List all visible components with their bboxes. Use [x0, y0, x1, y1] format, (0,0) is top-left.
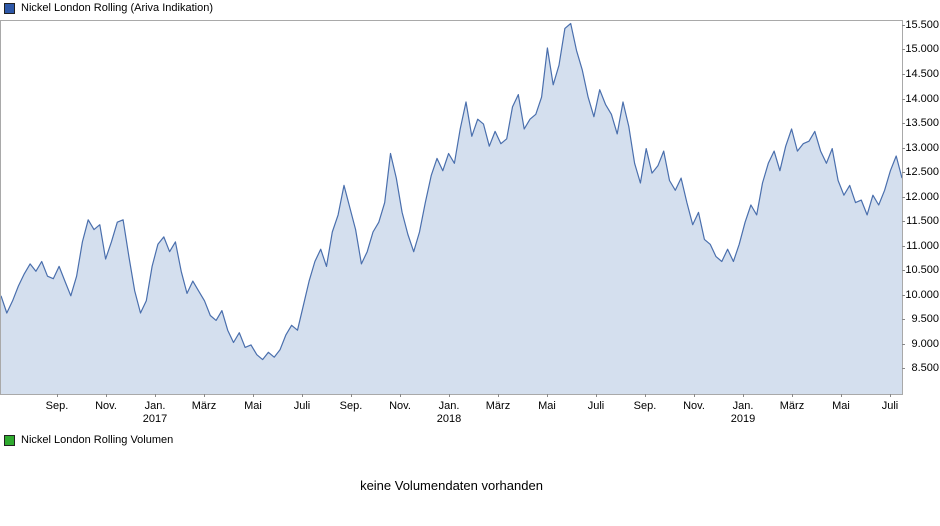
y-tick-mark — [902, 148, 905, 149]
x-tick-label: Sep. — [45, 400, 69, 412]
y-tick-label: 10.500 — [905, 264, 939, 276]
x-tick-label: März — [485, 400, 511, 412]
y-tick-label: 13.000 — [905, 142, 939, 154]
x-tick-mark — [498, 394, 499, 397]
x-tick-mark — [645, 394, 646, 397]
y-tick-mark — [902, 172, 905, 173]
y-tick-label: 9.500 — [911, 313, 939, 325]
x-tick-label: Nov. — [683, 400, 705, 412]
y-tick-mark — [902, 270, 905, 271]
price-chart-svg — [1, 22, 902, 394]
y-tick-label: 14.000 — [905, 93, 939, 105]
y-tick-label: 9.000 — [911, 338, 939, 350]
x-tick-mark — [694, 394, 695, 397]
price-series-label: Nickel London Rolling (Ariva Indikation) — [21, 2, 213, 14]
x-tick-mark — [449, 394, 450, 397]
y-tick-label: 15.500 — [905, 19, 939, 31]
x-tick-mark — [106, 394, 107, 397]
x-tick-mark — [596, 394, 597, 397]
y-tick-mark — [902, 99, 905, 100]
price-line — [1, 22, 902, 361]
x-tick-mark — [547, 394, 548, 397]
price-area-fill — [1, 23, 902, 394]
x-tick-mark — [57, 394, 58, 397]
x-tick-label: Mai — [832, 400, 850, 412]
x-tick-mark — [204, 394, 205, 397]
x-tick-label: Jan. — [732, 400, 754, 412]
y-tick-mark — [902, 49, 905, 50]
x-tick-label: Juli — [881, 400, 899, 412]
x-tick-mark — [302, 394, 303, 397]
y-axis: 15.500 15.000 14.500 14.000 13.500 13.000 12.5… — [902, 0, 939, 400]
y-tick-mark — [902, 221, 905, 222]
x-year-label: 2019 — [730, 413, 756, 425]
x-tick-label: Nov. — [389, 400, 411, 412]
x-tick-label: Mai — [538, 400, 556, 412]
y-tick-label: 12.500 — [905, 166, 939, 178]
x-tick-label: Juli — [587, 400, 605, 412]
y-tick-label: 11.500 — [906, 215, 939, 227]
x-tick-mark — [253, 394, 254, 397]
x-year-label: 2018 — [436, 413, 462, 425]
volume-series-legend[interactable]: Nickel London Rolling Volumen — [4, 435, 173, 446]
x-tick-mark — [351, 394, 352, 397]
y-tick-mark — [902, 344, 905, 345]
y-tick-label: 15.000 — [905, 43, 939, 55]
y-tick-label: 8.500 — [911, 362, 939, 374]
y-tick-label: 14.500 — [905, 68, 939, 80]
x-tick-label: Nov. — [95, 400, 117, 412]
y-tick-label: 12.000 — [905, 191, 939, 203]
volume-series-label: Nickel London Rolling Volumen — [21, 434, 174, 446]
price-series-legend[interactable]: Nickel London Rolling (Ariva Indikation) — [4, 3, 213, 14]
x-tick-label: Mai — [244, 400, 262, 412]
x-tick-mark — [841, 394, 842, 397]
y-tick-mark — [902, 197, 905, 198]
x-year-label: 2017 — [142, 413, 168, 425]
y-tick-mark — [902, 74, 905, 75]
y-tick-mark — [902, 319, 905, 320]
y-tick-label: 13.500 — [905, 117, 939, 129]
x-tick-label: Jan. — [438, 400, 460, 412]
x-tick-label: Sep. — [633, 400, 657, 412]
x-tick-mark — [743, 394, 744, 397]
y-tick-mark — [902, 368, 905, 369]
x-tick-label: März — [779, 400, 805, 412]
price-series-marker-icon — [4, 3, 15, 14]
x-tick-mark — [792, 394, 793, 397]
no-volume-data-message: keine Volumendaten vorhanden — [360, 477, 543, 493]
x-tick-label: März — [191, 400, 217, 412]
y-tick-mark — [902, 123, 905, 124]
x-axis: Sep. Nov. Jan. 2017 März Mai Juli Sep. Nov. Jan. 2… — [0, 394, 903, 426]
price-chart-plot[interactable] — [0, 20, 903, 395]
x-tick-label: Juli — [293, 400, 311, 412]
x-tick-mark — [890, 394, 891, 397]
x-tick-mark — [400, 394, 401, 397]
y-tick-label: 10.000 — [905, 289, 939, 301]
x-tick-label: Sep. — [339, 400, 363, 412]
x-tick-mark — [155, 394, 156, 397]
volume-series-marker-icon — [4, 435, 15, 446]
y-tick-mark — [902, 295, 905, 296]
x-tick-label: Jan. — [144, 400, 166, 412]
y-tick-label: 11.000 — [906, 240, 939, 252]
volume-panel: keine Volumendaten vorhanden — [0, 450, 903, 520]
y-tick-mark — [902, 246, 905, 247]
y-tick-mark — [902, 25, 905, 26]
